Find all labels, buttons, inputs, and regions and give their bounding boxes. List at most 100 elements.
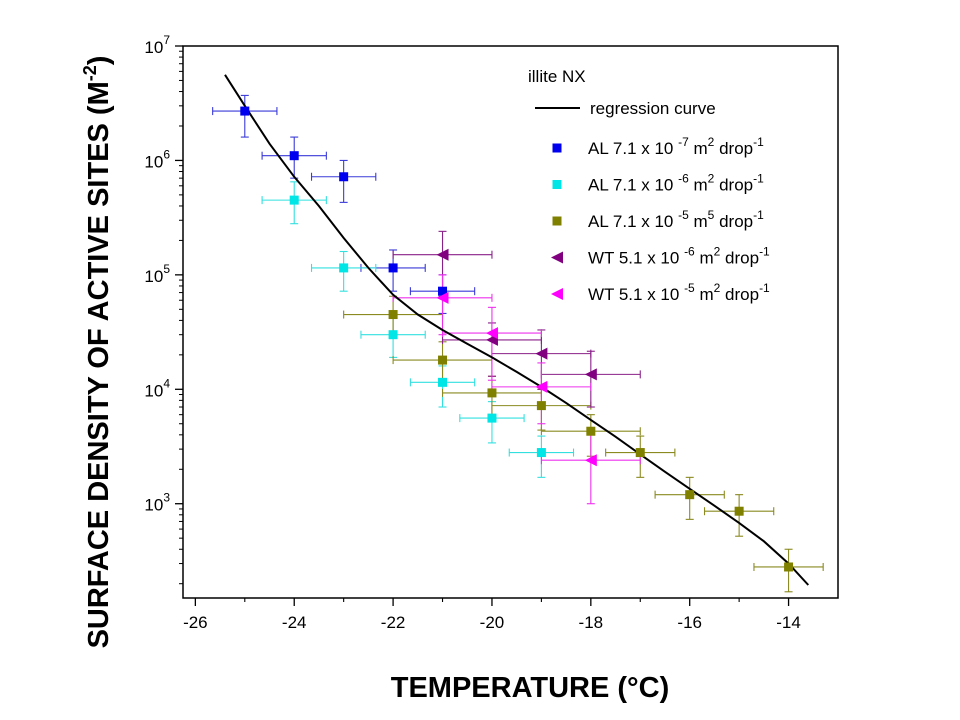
data-point bbox=[436, 291, 449, 304]
y-tick-label: 104 bbox=[144, 376, 170, 400]
legend-marker bbox=[552, 216, 562, 226]
legend-superscript: 2 bbox=[708, 135, 715, 149]
legend-entry-label: AL 7.1 x 10 -5 m5 drop-1 bbox=[588, 208, 764, 231]
data-point bbox=[438, 355, 448, 365]
legend-marker bbox=[552, 143, 562, 153]
y-tick-label: 103 bbox=[144, 491, 170, 515]
y-tick-exponent: 5 bbox=[163, 262, 170, 276]
x-tick-label: -14 bbox=[776, 613, 801, 632]
data-point bbox=[240, 106, 250, 116]
data-point bbox=[485, 327, 498, 340]
x-tick-label: -22 bbox=[381, 613, 406, 632]
legend-text-part: m bbox=[689, 212, 708, 231]
legend-text-part: AL 7.1 x 10 bbox=[588, 212, 678, 231]
x-axis-title: TEMPERATURE (°C) bbox=[391, 672, 670, 704]
legend-superscript: -1 bbox=[759, 245, 770, 259]
data-point bbox=[584, 454, 597, 467]
legend-text-part: drop bbox=[714, 139, 753, 158]
legend-text-part: m bbox=[689, 176, 708, 195]
data-point bbox=[339, 263, 349, 273]
y-tick-label: 107 bbox=[144, 33, 170, 57]
legend-text-part: m bbox=[695, 285, 714, 304]
data-point bbox=[784, 562, 794, 572]
y-tick-exponent: 6 bbox=[163, 147, 170, 161]
data-point bbox=[685, 490, 695, 500]
data-point bbox=[388, 263, 398, 273]
x-tick-label: -16 bbox=[677, 613, 702, 632]
x-tick-labels: -26 -24 -22 -20 -18 -16 -14 bbox=[183, 613, 801, 632]
data-point bbox=[438, 377, 448, 387]
legend-superscript: -1 bbox=[753, 208, 764, 222]
x-tick-label: -24 bbox=[282, 613, 307, 632]
y-axis-title-main: SURFACE DENSITY OF ACTIVE SITES (M bbox=[83, 81, 115, 648]
data-point bbox=[535, 347, 548, 360]
regression-layer bbox=[224, 74, 810, 586]
legend-text-part: AL 7.1 x 10 bbox=[588, 139, 678, 158]
legend-marker bbox=[552, 180, 562, 189]
plot-frame bbox=[182, 45, 839, 599]
y-tick-label: 105 bbox=[144, 262, 170, 286]
data-point bbox=[438, 286, 448, 296]
y-tick-exponent: 3 bbox=[163, 491, 170, 505]
data-point bbox=[289, 151, 299, 161]
legend-superscript: -5 bbox=[684, 281, 695, 295]
legend-superscript: 2 bbox=[708, 172, 715, 186]
legend-entry-label: AL 7.1 x 10 -6 m2 drop-1 bbox=[588, 172, 764, 195]
legend-superscript: -1 bbox=[759, 281, 770, 295]
y-tick-mantissa: 10 bbox=[144, 267, 163, 286]
legend-text-part: drop bbox=[714, 176, 753, 195]
legend-text-part: m bbox=[689, 139, 708, 158]
data-point bbox=[487, 413, 497, 423]
x-tick-label: -20 bbox=[480, 613, 505, 632]
y-tick-mantissa: 10 bbox=[144, 496, 163, 515]
data-point bbox=[584, 368, 597, 381]
legend-title: illite NX bbox=[528, 67, 586, 86]
data-point bbox=[436, 248, 449, 261]
data-markers bbox=[240, 106, 794, 572]
legend-text-part: WT 5.1 x 10 bbox=[588, 249, 684, 268]
legend-superscript: -1 bbox=[753, 135, 764, 149]
legend-superscript: 2 bbox=[714, 245, 721, 259]
legend-text-part: WT 5.1 x 10 bbox=[588, 285, 684, 304]
legend-regression-label: regression curve bbox=[590, 99, 716, 118]
y-tick-label: 106 bbox=[144, 147, 170, 171]
legend-superscript: -6 bbox=[678, 172, 689, 186]
data-point bbox=[635, 448, 645, 458]
legend-entry-label: WT 5.1 x 10 -6 m2 drop-1 bbox=[588, 245, 770, 268]
y-tick-mantissa: 10 bbox=[144, 152, 163, 171]
legend-text-part: drop bbox=[714, 212, 753, 231]
data-point bbox=[586, 426, 596, 436]
legend-entry-label: AL 7.1 x 10 -7 m2 drop-1 bbox=[588, 135, 764, 158]
legend-text-part: AL 7.1 x 10 bbox=[588, 176, 678, 195]
data-point bbox=[536, 401, 546, 411]
legend-superscript: -5 bbox=[678, 208, 689, 222]
legend-marker bbox=[551, 288, 563, 300]
legend: illite NX regression curve AL 7.1 x 10 -7… bbox=[528, 67, 770, 304]
x-tick-label: -18 bbox=[579, 613, 604, 632]
y-tick-exponent: 7 bbox=[163, 33, 170, 47]
legend-text-part: m bbox=[695, 249, 714, 268]
legend-superscript: -6 bbox=[684, 245, 695, 259]
legend-superscript: -7 bbox=[678, 135, 689, 149]
data-point bbox=[487, 388, 497, 398]
legend-text-part: drop bbox=[720, 285, 759, 304]
legend-superscript: 5 bbox=[708, 208, 715, 222]
data-point bbox=[536, 448, 546, 458]
y-tick-exponent: 4 bbox=[163, 376, 170, 390]
data-point bbox=[289, 195, 299, 205]
data-point bbox=[339, 172, 349, 182]
y-axis-title: SURFACE DENSITY OF ACTIVE SITES (M-2) bbox=[80, 56, 115, 649]
legend-superscript: -1 bbox=[753, 172, 764, 186]
axis-ticks bbox=[175, 45, 790, 606]
data-point bbox=[734, 506, 744, 516]
data-point bbox=[388, 330, 398, 340]
y-tick-mantissa: 10 bbox=[144, 381, 163, 400]
legend-entry-label: WT 5.1 x 10 -5 m2 drop-1 bbox=[588, 281, 770, 304]
y-tick-mantissa: 10 bbox=[144, 38, 163, 57]
y-axis-title-end: ) bbox=[83, 56, 115, 66]
data-point bbox=[388, 310, 398, 320]
y-axis-title-sup: -2 bbox=[80, 65, 100, 81]
x-tick-label: -26 bbox=[183, 613, 208, 632]
